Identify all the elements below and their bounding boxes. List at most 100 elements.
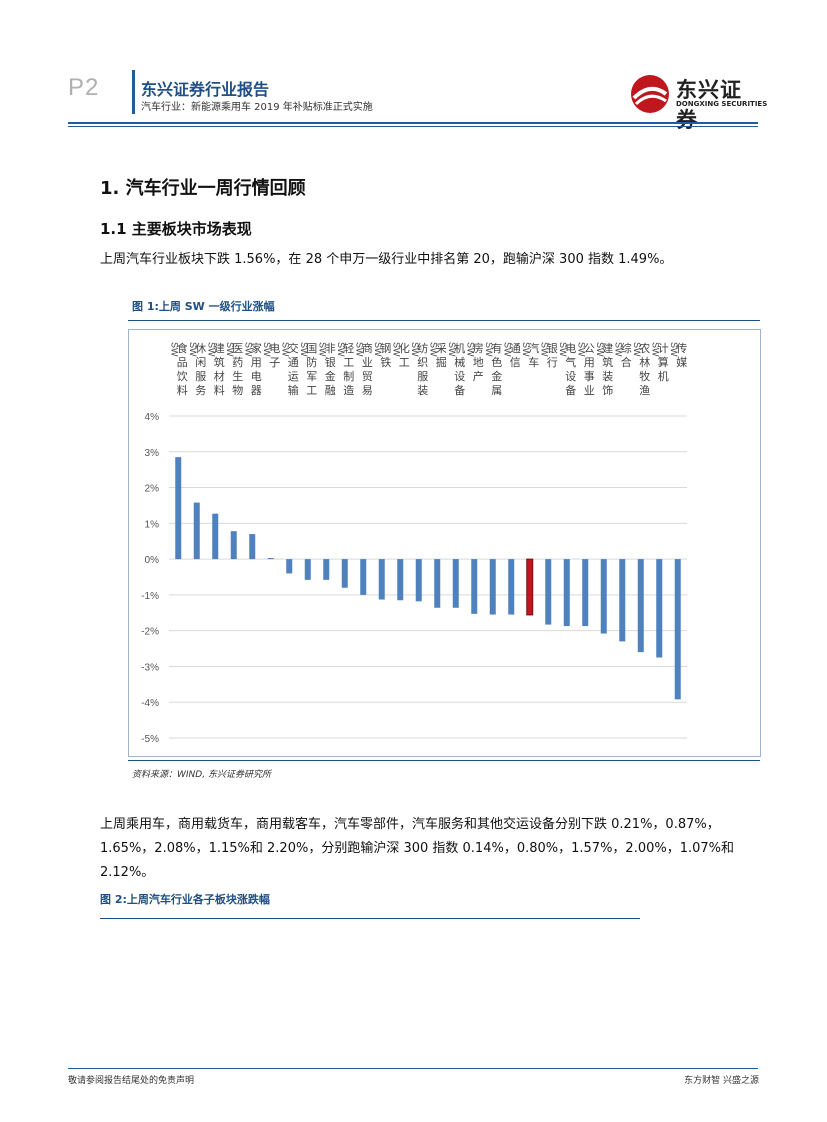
x-tick-label-char: 医 bbox=[232, 342, 243, 355]
x-tick-label: 银行 bbox=[547, 341, 558, 369]
x-tick-label-prefix: SW bbox=[576, 342, 586, 357]
figure1-rule bbox=[128, 320, 760, 321]
x-tick-label-char: 料 bbox=[214, 383, 225, 397]
bar-SW计算机 bbox=[656, 559, 663, 658]
x-tick-label-char: 机 bbox=[658, 369, 669, 383]
bar-SW有色金属 bbox=[489, 559, 496, 615]
paragraph-line: 1.65%，2.08%，1.15%和 2.20%，分别跑输沪深 300 指数 0… bbox=[100, 841, 735, 856]
x-tick-label-char: 电 bbox=[251, 370, 262, 383]
x-tick-label-prefix: SW bbox=[558, 342, 568, 357]
x-tick-label-char: 食 bbox=[177, 341, 188, 355]
x-tick-label-char: 筑 bbox=[602, 355, 613, 369]
x-tick-label-char: 汽 bbox=[528, 341, 539, 355]
x-tick-label-char: 计 bbox=[658, 342, 669, 355]
x-tick-label-char: 饮 bbox=[177, 370, 188, 383]
bar-SW银行 bbox=[545, 559, 552, 625]
x-tick-label-prefix: SW bbox=[595, 342, 605, 357]
x-tick-label-char: 纺 bbox=[417, 341, 428, 355]
x-tick-label-char: 商 bbox=[362, 341, 373, 355]
bar-SW食品饮料 bbox=[175, 457, 182, 560]
x-tick-label-char: 器 bbox=[251, 384, 262, 397]
x-tick-label-prefix: SW bbox=[206, 342, 216, 357]
x-tick-label-char: 合 bbox=[621, 355, 632, 369]
x-tick-label-prefix: SW bbox=[373, 342, 383, 357]
x-tick-label-char: 设 bbox=[565, 370, 576, 383]
y-tick-label: -5% bbox=[141, 734, 159, 745]
x-tick-label-prefix: SW bbox=[354, 342, 364, 357]
x-tick-label-char: 业 bbox=[362, 356, 373, 369]
bar-SW通信 bbox=[508, 559, 515, 615]
bar-SW国防军工 bbox=[304, 559, 311, 580]
x-tick-label: 房地产 bbox=[473, 342, 484, 383]
paragraph-line: 上周乘用车，商用载货车，商用载客车，汽车零部件，汽车服务和其他交运设备分别下跌 … bbox=[100, 817, 720, 832]
x-tick-label-prefix: SW bbox=[243, 342, 253, 357]
x-tick-label-prefix: SW bbox=[410, 342, 420, 357]
x-tick-label-char: 运 bbox=[288, 370, 299, 383]
y-tick-label: -1% bbox=[141, 591, 159, 602]
x-tick-label-char: 非 bbox=[325, 342, 336, 355]
x-tick-label-char: 农 bbox=[639, 341, 650, 355]
x-tick-label-char: 事 bbox=[584, 370, 595, 383]
x-tick-label-char: 产 bbox=[473, 369, 484, 383]
x-tick-label-char: 材 bbox=[214, 369, 225, 383]
y-tick-label: 0% bbox=[145, 555, 160, 566]
x-tick-label-prefix: SW bbox=[336, 342, 346, 357]
x-tick-label-char: 工 bbox=[343, 356, 354, 369]
x-tick-label-char: 务 bbox=[195, 384, 206, 397]
x-tick-label-prefix: SW bbox=[502, 342, 512, 357]
x-tick-label: 电气设备 bbox=[565, 342, 576, 397]
x-tick-label-char: 采 bbox=[436, 342, 447, 355]
x-tick-label-char: 气 bbox=[565, 355, 576, 369]
company-logo: 东兴证券 DONGXING SECURITIES bbox=[630, 74, 767, 132]
header-rule bbox=[68, 122, 758, 124]
x-tick-label-prefix: SW bbox=[650, 342, 660, 357]
y-tick-label: -4% bbox=[141, 698, 159, 709]
x-tick-label-char: 通 bbox=[288, 356, 299, 369]
source-note: 资料来源：WIND, 东兴证券研究所 bbox=[132, 770, 271, 780]
y-tick-label: -3% bbox=[141, 662, 159, 673]
x-tick-label: 纺织服装 bbox=[417, 341, 428, 397]
bar-SW纺织服装 bbox=[415, 559, 422, 602]
x-tick-label-char: 业 bbox=[584, 384, 595, 397]
x-tick-label-char: 贸 bbox=[362, 370, 373, 383]
x-tick-label-char: 筑 bbox=[214, 355, 225, 369]
x-tick-label-char: 媒 bbox=[676, 356, 687, 369]
x-tick-label: 轻工制造 bbox=[343, 341, 354, 397]
y-tick-label: -2% bbox=[141, 627, 159, 638]
section-heading: 1. 汽车行业一周行情回顾 bbox=[100, 178, 306, 199]
figure1-title: 图 1:上周 SW 一级行业涨幅 bbox=[132, 300, 275, 313]
figure2-rule bbox=[100, 918, 640, 919]
x-tick-label: 化工 bbox=[399, 341, 410, 369]
x-tick-label-char: 金 bbox=[325, 369, 336, 383]
x-tick-label-prefix: SW bbox=[539, 342, 549, 357]
x-tick-label-char: 通 bbox=[510, 342, 521, 355]
x-tick-label-char: 造 bbox=[343, 383, 354, 397]
x-tick-label-char: 车 bbox=[528, 355, 539, 369]
x-tick-label-char: 建 bbox=[602, 341, 613, 355]
x-tick-label-char: 药 bbox=[232, 356, 243, 369]
x-tick-label: 通信 bbox=[510, 342, 521, 369]
bar-SW化工 bbox=[397, 559, 404, 601]
x-tick-label-char: 服 bbox=[417, 370, 428, 383]
bar-SW采掘 bbox=[434, 559, 441, 608]
logo-text-en: DONGXING SECURITIES bbox=[676, 100, 768, 108]
paragraph-summary: 上周汽车行业板块下跌 1.56%，在 28 个申万一级行业中排名第 20，跑输沪… bbox=[100, 252, 673, 267]
x-tick-label-char: 械 bbox=[454, 355, 465, 369]
x-tick-label-char: 家 bbox=[251, 341, 262, 355]
bar-SW公用事业 bbox=[582, 559, 589, 627]
x-tick-label-char: 综 bbox=[621, 341, 632, 355]
x-tick-label-char: 轻 bbox=[343, 341, 354, 355]
page-number: P2 bbox=[68, 74, 100, 101]
x-tick-label: 钢铁 bbox=[380, 342, 391, 369]
y-tick-label: 1% bbox=[145, 519, 160, 530]
x-tick-label: 公用事业 bbox=[584, 342, 595, 397]
x-tick-label-char: 易 bbox=[362, 384, 373, 397]
x-tick-label-char: 有 bbox=[491, 341, 502, 355]
x-tick-label-char: 用 bbox=[251, 356, 262, 369]
bar-SW房地产 bbox=[471, 559, 478, 614]
x-tick-label-prefix: SW bbox=[280, 342, 290, 357]
x-tick-label: 传媒 bbox=[676, 342, 687, 369]
x-tick-label-char: 工 bbox=[306, 384, 317, 397]
x-tick-label-char: 闲 bbox=[195, 355, 206, 369]
report-title: 东兴证券行业报告 bbox=[141, 80, 270, 99]
